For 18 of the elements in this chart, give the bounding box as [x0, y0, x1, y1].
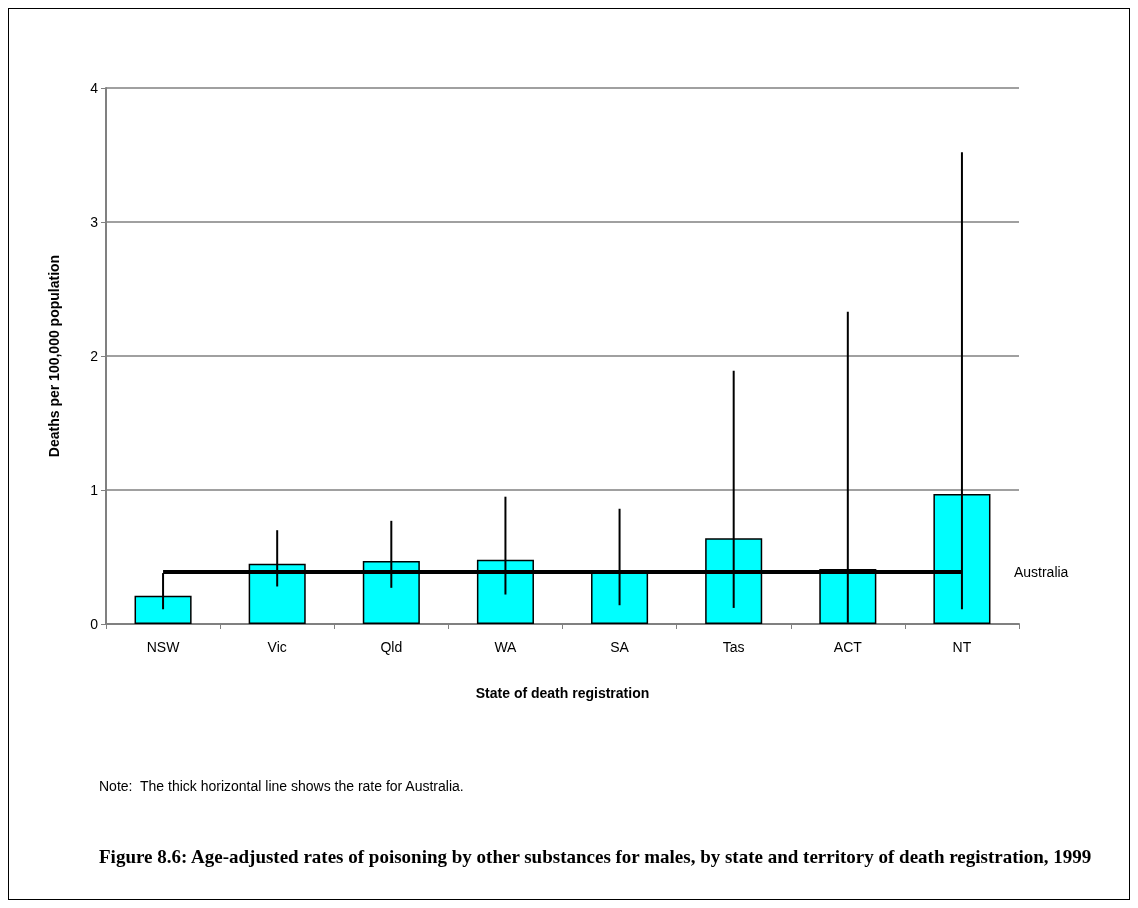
y-tick-label: 1 — [90, 482, 99, 498]
y-tick-label: 3 — [90, 214, 99, 230]
x-tick-label: NT — [952, 639, 972, 655]
x-axis-title: State of death registration — [475, 685, 650, 701]
y-tick-label: 0 — [90, 616, 99, 632]
x-tick-label: SA — [610, 639, 630, 655]
x-tick-label: WA — [494, 639, 518, 655]
y-tick-label: 4 — [90, 80, 99, 96]
text: Note: The thick horizontal line shows the rate for Australia. — [99, 778, 464, 794]
text: Figure 8.6: Age-adjusted rates of poisoning by other substances for males, by state and territory of death registration, 1999 — [99, 845, 1092, 867]
x-tick-label: ACT — [833, 639, 863, 655]
x-tick-label: NSW — [146, 639, 181, 655]
x-tick-label: Qld — [380, 639, 403, 655]
ref-line-label: Australia — [1013, 563, 1069, 580]
y-tick-label: 2 — [90, 348, 99, 364]
x-tick-label: Vic — [267, 639, 287, 655]
x-tick-label: Tas — [722, 639, 745, 655]
y-axis-title: Deaths per 100,000 population — [46, 254, 62, 458]
